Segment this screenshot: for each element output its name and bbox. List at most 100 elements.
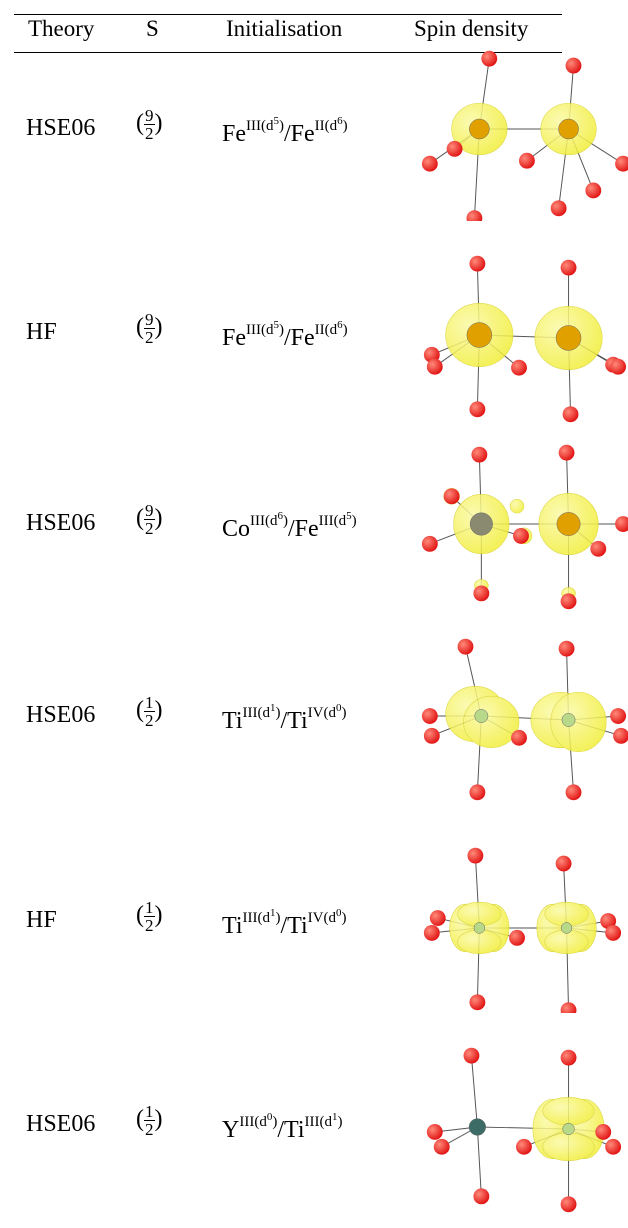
table-row: HSE06(9 2) FeIII(d5)/FeII(d6) [0, 31, 628, 231]
spin-cell: (9 2) [136, 310, 163, 347]
site-b-electrons: 0 [335, 702, 342, 714]
molecule-render [421, 444, 628, 610]
site-a-electrons: 5 [273, 319, 279, 331]
spin-denominator: 2 [145, 711, 154, 730]
isosurface [532, 1096, 605, 1161]
site-b-electrons: 1 [331, 1111, 338, 1123]
header-theory: Theory [28, 16, 95, 41]
site-a-oxidation: III(d [242, 910, 270, 926]
site-b-oxidation: IV(d [307, 910, 336, 926]
spin-numerator: 1 [144, 898, 155, 917]
site-b-element: Fe [290, 121, 315, 147]
table-top-rule [14, 14, 562, 16]
table-row: HSE06 (1 2) TiIII(d1)/TiIV(d0) [0, 618, 628, 818]
spin-cell: (1 2) [136, 898, 163, 935]
site-a-oxidation: III(d [246, 322, 274, 338]
site-b-electrons: 5 [346, 510, 352, 522]
spin-cell: (1 2) [136, 1102, 163, 1139]
metal-atoms [466, 322, 582, 351]
site-a-electrons: 6 [277, 510, 284, 522]
spin-density-image [410, 41, 628, 221]
molecule-render [421, 50, 628, 221]
initialisation-cell: TiIII(d1)/TiIV(d0) [222, 907, 347, 939]
header-spin: S [146, 16, 159, 41]
site-a-oxidation: III(d [239, 1114, 267, 1130]
site-b-oxidation: III(d [304, 1114, 332, 1130]
site-a-electrons: 5 [273, 115, 279, 127]
site-b-element: Ti [287, 708, 308, 734]
spin-density-image [410, 245, 628, 425]
site-a-oxidation: III(d [250, 513, 278, 529]
oxygen-atoms [426, 1047, 622, 1213]
molecule-render [421, 638, 628, 801]
table-row: HSE06 (9 2) CoIII(d6)/FeIII(d5) [0, 426, 628, 626]
spin-density-image [410, 1037, 628, 1217]
spin-cell: (9 2) [136, 501, 163, 538]
oxygen-atoms [421, 444, 628, 610]
site-a-electrons: 1 [269, 907, 276, 919]
site-a-element: Ti [222, 913, 243, 939]
table-row: HSE06 (1 2) YIII(d0)/TiIII(d1) [0, 1027, 628, 1227]
spin-numerator: 9 [144, 106, 155, 125]
theory-cell: HSE06 [26, 115, 96, 141]
site-b-element: Ti [284, 1117, 305, 1143]
spin-numerator: 9 [144, 501, 155, 520]
molecule-render [423, 847, 622, 1013]
theory-cell: HSE06 [26, 1111, 96, 1137]
site-a-element: Fe [222, 325, 246, 351]
table-row: HF(9 2) FeIII(d5)/FeII(d6) [0, 235, 628, 435]
spin-cell: (9 2) [136, 106, 163, 143]
site-b-oxidation: III(d [318, 513, 347, 529]
spin-numerator: 1 [144, 693, 155, 712]
site-a-element: Y [222, 1117, 240, 1143]
metal-atoms [473, 922, 573, 934]
metal-atoms [468, 1118, 575, 1136]
spin-denominator: 2 [145, 916, 154, 935]
site-a-oxidation: III(d [246, 118, 274, 134]
molecule-render [423, 255, 627, 423]
spin-numerator: 1 [144, 1102, 155, 1121]
oxygen-atoms [423, 847, 622, 1013]
initialisation-cell: YIII(d0)/TiIII(d1) [222, 1111, 343, 1143]
metal-atoms [469, 512, 581, 536]
site-b-element: Ti [287, 913, 308, 939]
site-b-electrons: 6 [337, 319, 343, 331]
oxygen-atoms [421, 50, 628, 221]
spin-denominator: 2 [145, 519, 154, 538]
oxygen-atoms [421, 638, 628, 801]
site-a-electrons: 1 [269, 702, 276, 714]
site-b-oxidation: II(d [314, 322, 338, 338]
site-a-oxidation: III(d [242, 705, 270, 721]
isosurface [445, 685, 607, 752]
site-b-element: Fe [290, 325, 315, 351]
site-a-electrons: 0 [266, 1111, 273, 1123]
initialisation-cell: CoIII(d6)/FeIII(d5) [222, 510, 357, 542]
header-rule [14, 52, 562, 54]
spin-denominator: 2 [145, 1120, 154, 1139]
site-b-element: Fe [294, 516, 319, 542]
site-b-electrons: 6 [337, 115, 343, 127]
isosurface [449, 901, 597, 955]
spin-numerator: 9 [144, 310, 155, 329]
spin-density-image [410, 436, 628, 616]
theory-cell: HSE06 [26, 510, 96, 536]
site-a-element: Ti [222, 708, 243, 734]
initialisation-cell: TiIII(d1)/TiIV(d0) [222, 702, 347, 734]
spin-denominator: 2 [145, 328, 154, 347]
metal-atoms [474, 709, 576, 727]
site-a-element: Fe [222, 121, 246, 147]
spin-denominator: 2 [145, 124, 154, 143]
site-a-element: Co [222, 516, 251, 542]
theory-cell: HF [26, 907, 57, 933]
table-row: HF (1 2) TiIII(d1)/TiIV(d0) [0, 823, 628, 1023]
spin-density-image [410, 628, 628, 808]
site-b-electrons: 0 [335, 907, 342, 919]
theory-cell: HF [26, 319, 57, 345]
site-b-oxidation: IV(d [307, 705, 336, 721]
site-b-oxidation: II(d [314, 118, 338, 134]
oxygen-atoms [423, 255, 627, 423]
molecule-render [426, 1047, 622, 1213]
spin-cell: (1 2) [136, 693, 163, 730]
initialisation-cell: FeIII(d5)/FeII(d6) [222, 115, 348, 147]
header-spin-density: Spin density [414, 16, 529, 41]
